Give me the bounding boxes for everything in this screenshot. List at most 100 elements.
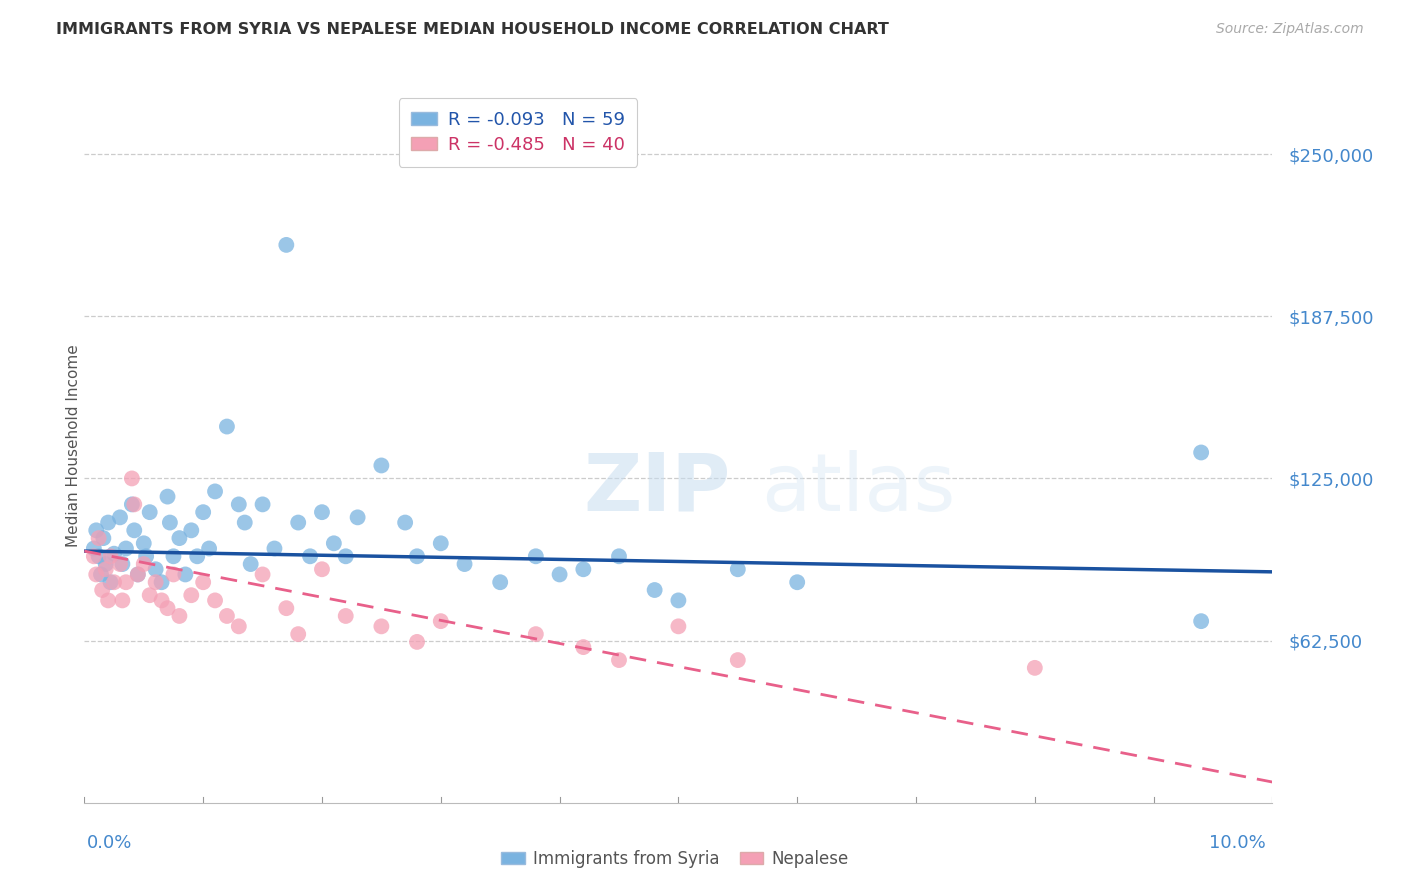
- Point: [115, 541, 138, 556]
- Point: [108, 510, 131, 524]
- Point: [103, 575, 125, 590]
- Point: [727, 653, 749, 667]
- Point: [572, 562, 595, 576]
- Point: [311, 505, 333, 519]
- Point: [287, 516, 309, 530]
- Point: [122, 497, 145, 511]
- Point: [1189, 445, 1212, 459]
- Point: [93, 531, 115, 545]
- Point: [84, 524, 107, 538]
- Point: [239, 557, 262, 571]
- Point: [122, 524, 145, 538]
- Point: [322, 536, 344, 550]
- Point: [169, 531, 191, 545]
- Point: [156, 601, 179, 615]
- Point: [263, 541, 285, 556]
- Point: [145, 562, 167, 576]
- Point: [135, 549, 157, 564]
- Point: [228, 619, 250, 633]
- Text: 0.0%: 0.0%: [87, 834, 132, 852]
- Point: [84, 567, 107, 582]
- Point: [228, 497, 250, 511]
- Point: [87, 531, 110, 545]
- Point: [132, 536, 155, 550]
- Point: [287, 627, 309, 641]
- Point: [204, 593, 226, 607]
- Point: [489, 575, 512, 590]
- Text: ZIP: ZIP: [583, 450, 731, 528]
- Text: 10.0%: 10.0%: [1209, 834, 1265, 852]
- Point: [169, 609, 191, 624]
- Point: [97, 516, 120, 530]
- Point: [162, 567, 184, 582]
- Point: [90, 567, 112, 582]
- Point: [346, 510, 368, 524]
- Point: [103, 547, 125, 561]
- Point: [162, 549, 184, 564]
- Point: [174, 567, 197, 582]
- Point: [453, 557, 475, 571]
- Point: [138, 588, 160, 602]
- Point: [252, 497, 274, 511]
- Text: Source: ZipAtlas.com: Source: ZipAtlas.com: [1216, 22, 1364, 37]
- Point: [180, 588, 202, 602]
- Point: [607, 549, 630, 564]
- Point: [1024, 661, 1046, 675]
- Point: [668, 619, 690, 633]
- Point: [127, 567, 149, 582]
- Point: [97, 593, 120, 607]
- Point: [127, 567, 149, 582]
- Point: [121, 471, 143, 485]
- Point: [198, 541, 221, 556]
- Point: [276, 601, 298, 615]
- Point: [406, 635, 429, 649]
- Point: [572, 640, 595, 654]
- Point: [335, 609, 357, 624]
- Point: [180, 524, 202, 538]
- Point: [186, 549, 208, 564]
- Text: atlas: atlas: [762, 450, 956, 528]
- Point: [311, 562, 333, 576]
- Point: [83, 541, 105, 556]
- Point: [233, 516, 256, 530]
- Point: [145, 575, 167, 590]
- Point: [150, 593, 173, 607]
- Point: [100, 575, 122, 590]
- Y-axis label: Median Household Income: Median Household Income: [66, 344, 80, 548]
- Point: [115, 575, 138, 590]
- Point: [370, 619, 392, 633]
- Point: [159, 516, 181, 530]
- Point: [252, 567, 274, 582]
- Point: [204, 484, 226, 499]
- Point: [215, 419, 238, 434]
- Point: [607, 653, 630, 667]
- Point: [94, 557, 117, 571]
- Point: [138, 505, 160, 519]
- Legend: R = -0.093   N = 59, R = -0.485   N = 40: R = -0.093 N = 59, R = -0.485 N = 40: [399, 98, 637, 167]
- Point: [108, 557, 131, 571]
- Point: [1189, 614, 1212, 628]
- Point: [191, 575, 215, 590]
- Point: [87, 549, 110, 564]
- Point: [406, 549, 429, 564]
- Point: [394, 516, 416, 530]
- Point: [524, 549, 547, 564]
- Point: [215, 609, 238, 624]
- Point: [335, 549, 357, 564]
- Point: [276, 238, 298, 252]
- Point: [100, 549, 122, 564]
- Point: [121, 497, 143, 511]
- Point: [91, 582, 114, 597]
- Point: [111, 557, 134, 571]
- Point: [299, 549, 322, 564]
- Point: [94, 562, 117, 576]
- Point: [430, 536, 453, 550]
- Point: [132, 557, 155, 571]
- Point: [83, 549, 105, 564]
- Point: [111, 593, 134, 607]
- Point: [644, 582, 666, 597]
- Point: [191, 505, 215, 519]
- Point: [548, 567, 571, 582]
- Point: [430, 614, 453, 628]
- Point: [786, 575, 808, 590]
